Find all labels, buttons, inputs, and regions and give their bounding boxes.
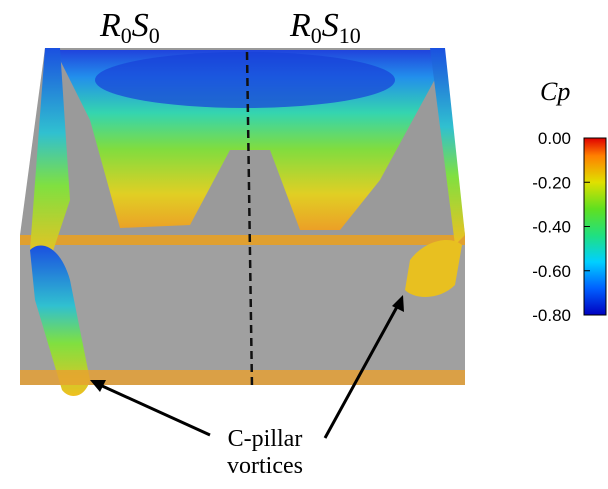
subscript: 0 <box>311 23 322 48</box>
panel-label: R0S10 <box>289 7 361 48</box>
symbol: S <box>322 7 339 44</box>
colorbar-tick-label: -0.20 <box>532 173 571 192</box>
colorbar-tick-label: 0.00 <box>538 129 571 148</box>
annotation: C-pillar <box>228 426 303 452</box>
subscript: 0 <box>149 23 160 48</box>
symbol: R <box>99 7 121 44</box>
annotation: vortices <box>227 453 303 479</box>
subscript: 10 <box>339 23 361 48</box>
symbol: S <box>132 7 149 44</box>
subscript: 0 <box>121 23 132 48</box>
colorbar-tick-label: -0.40 <box>532 218 571 237</box>
render <box>20 48 465 396</box>
colorbar-title: Cp <box>540 77 570 106</box>
colorbar-tick-label: -0.60 <box>532 262 571 281</box>
panel-label: R0S0 <box>99 7 160 48</box>
colorbar-tick-label: -0.80 <box>532 306 571 325</box>
figure: R0S0R0S10Cp0.00-0.20-0.40-0.60-0.80C-pil… <box>0 0 608 489</box>
symbol: R <box>289 7 311 44</box>
